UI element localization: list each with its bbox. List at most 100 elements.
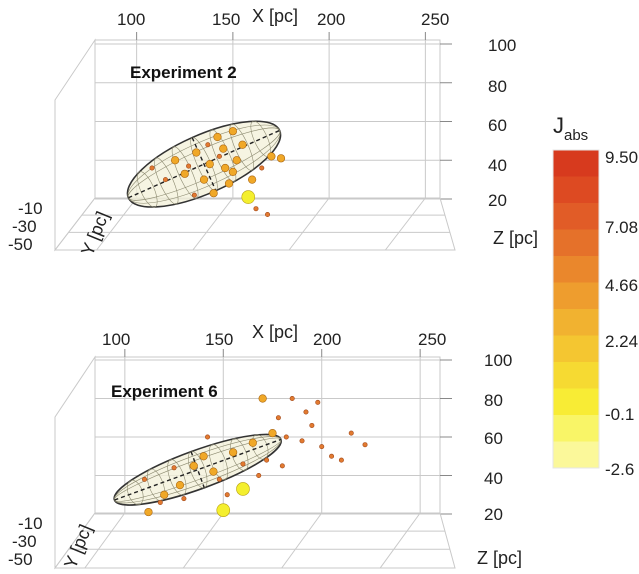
data-point bbox=[149, 165, 155, 171]
data-point bbox=[309, 422, 315, 428]
colorbar-segment bbox=[553, 203, 599, 230]
x-axis-title: X [pc] bbox=[252, 6, 298, 26]
x-axis-title: X [pc] bbox=[252, 322, 298, 342]
panel-title: Experiment 6 bbox=[111, 382, 218, 401]
data-point bbox=[224, 179, 234, 188]
data-point bbox=[276, 154, 286, 163]
y-tick-label: -50 bbox=[8, 235, 33, 254]
ellipsoid-meridian bbox=[208, 444, 229, 481]
data-point bbox=[216, 153, 222, 159]
data-point bbox=[205, 434, 211, 440]
data-point bbox=[248, 175, 257, 184]
data-point bbox=[175, 481, 185, 490]
fit-ellipsoid bbox=[113, 433, 282, 506]
data-point bbox=[303, 409, 309, 415]
data-point bbox=[238, 140, 247, 149]
y-tick-label: -50 bbox=[8, 550, 33, 569]
x-tick-label: 200 bbox=[317, 10, 345, 29]
data-point bbox=[267, 152, 276, 161]
data-point bbox=[289, 395, 295, 401]
colorbar-segment bbox=[553, 309, 599, 336]
colorbar-label-main: J bbox=[553, 113, 564, 138]
data-point bbox=[362, 442, 368, 448]
floor-gridline bbox=[288, 197, 330, 251]
colorbar-segment bbox=[553, 415, 599, 442]
y-tick-labels: -10 -30 -50 bbox=[8, 514, 43, 569]
colorbar-frame bbox=[552, 149, 600, 469]
z-tick-label: 20 bbox=[484, 505, 503, 524]
data-point bbox=[228, 167, 237, 176]
x-tick-labels: 100 150 200 250 bbox=[117, 10, 449, 29]
colorbar-segment bbox=[553, 150, 599, 177]
z-tick-label: 60 bbox=[488, 116, 507, 135]
panel-title: Experiment 2 bbox=[130, 63, 237, 82]
data-point bbox=[259, 165, 265, 171]
data-point bbox=[209, 467, 218, 476]
colorbar-tick-label: -0.1 bbox=[605, 405, 634, 424]
point-series bbox=[149, 127, 286, 218]
floor-gridline bbox=[182, 512, 224, 569]
data-point bbox=[216, 503, 231, 517]
z-axis-title: Z [pc] bbox=[477, 548, 522, 568]
z-tick-label: 40 bbox=[484, 469, 503, 488]
colorbar-ticks: 9.50 7.08 4.66 2.24 -0.1 -2.6 bbox=[605, 148, 638, 479]
colorbar-tick-label: 2.24 bbox=[605, 332, 638, 351]
left-wall bbox=[54, 38, 96, 252]
colorbar-tick-label: 9.50 bbox=[605, 148, 638, 167]
x-tick-labels: 100 150 200 250 bbox=[102, 330, 446, 349]
data-point bbox=[180, 169, 189, 178]
floor-gridline bbox=[84, 512, 126, 569]
colorbar-segment bbox=[553, 388, 599, 416]
panel-grid bbox=[54, 349, 456, 570]
ellipsoid-shape bbox=[113, 433, 282, 506]
data-point bbox=[348, 430, 354, 436]
data-point bbox=[209, 189, 218, 198]
data-point bbox=[240, 461, 246, 467]
data-point bbox=[160, 490, 169, 499]
x-tick-label: 150 bbox=[205, 330, 233, 349]
z-tick-labels: 100 80 60 40 20 bbox=[484, 351, 512, 524]
floor-plane bbox=[53, 197, 456, 251]
data-point bbox=[319, 444, 325, 450]
data-point bbox=[199, 175, 209, 184]
data-point bbox=[253, 206, 259, 212]
y-axis-title: Y [pc] bbox=[60, 522, 96, 572]
data-point bbox=[191, 192, 197, 198]
floor-gridline bbox=[281, 512, 323, 569]
data-point bbox=[275, 415, 281, 421]
floor-gridline bbox=[384, 197, 426, 251]
y-tick-label: -10 bbox=[18, 199, 43, 218]
data-point bbox=[329, 453, 335, 459]
data-point bbox=[171, 465, 177, 471]
x-tick-label: 200 bbox=[313, 330, 341, 349]
data-point bbox=[189, 461, 198, 470]
data-point bbox=[186, 163, 192, 169]
experiment-2-panel: Experiment 2 100 150 200 250 X [pc] 100 … bbox=[8, 6, 538, 258]
ellipsoid-axis-minor bbox=[191, 137, 217, 191]
data-point bbox=[142, 476, 148, 482]
data-point bbox=[228, 127, 237, 136]
ellipsoid-axis-major bbox=[114, 438, 282, 501]
data-point bbox=[264, 457, 270, 463]
y-tick-label: -30 bbox=[12, 532, 37, 551]
colorbar-segment bbox=[553, 176, 599, 204]
data-point bbox=[229, 448, 238, 457]
z-tick-label: 100 bbox=[488, 36, 516, 55]
x-tick-label: 150 bbox=[212, 10, 240, 29]
data-point bbox=[236, 482, 250, 496]
ellipsoid-meridian bbox=[230, 438, 249, 471]
x-tick-label: 250 bbox=[421, 10, 449, 29]
z-tick-label: 100 bbox=[484, 351, 512, 370]
data-point bbox=[338, 457, 344, 463]
ellipsoid-meridian bbox=[171, 146, 199, 199]
data-point bbox=[157, 499, 163, 505]
data-point bbox=[205, 160, 214, 169]
data-point bbox=[181, 496, 187, 502]
y-tick-label: -30 bbox=[12, 217, 37, 236]
colorbar: Jabs 9.50 7.08 4.66 2.24 -0.1 -2.6 bbox=[552, 113, 638, 479]
y-tick-label: -10 bbox=[18, 514, 43, 533]
x-tick-label: 100 bbox=[102, 330, 130, 349]
floor-plane bbox=[54, 512, 456, 569]
colorbar-tick-label: -2.6 bbox=[605, 460, 634, 479]
x-tick-label: 100 bbox=[117, 10, 145, 29]
